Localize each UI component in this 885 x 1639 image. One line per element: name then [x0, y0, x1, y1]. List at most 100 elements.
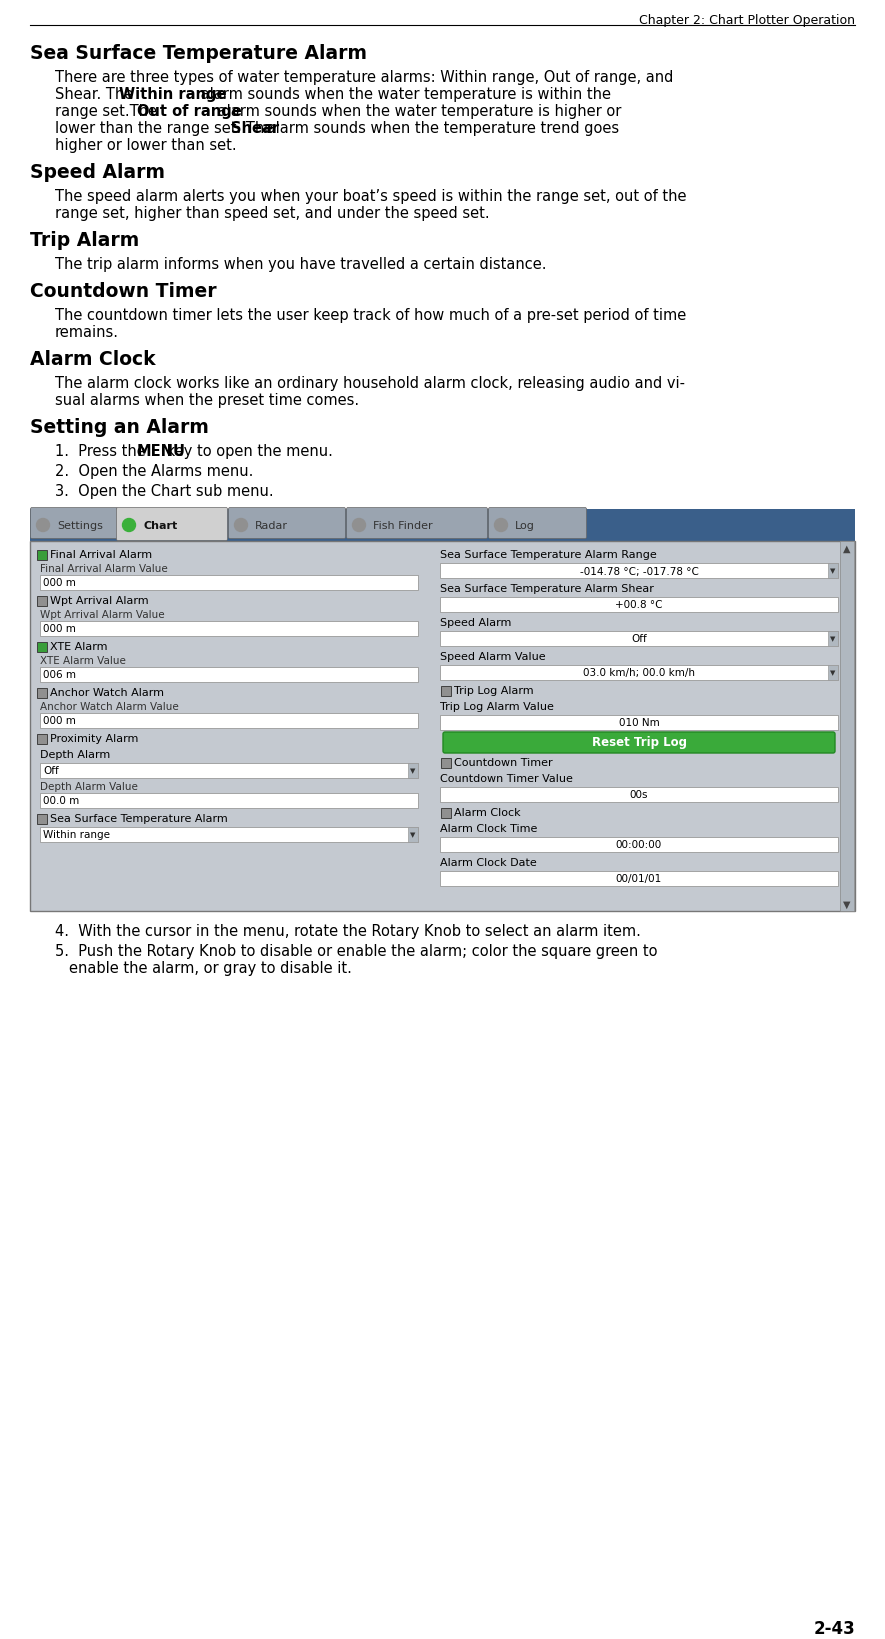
- Text: sual alarms when the preset time comes.: sual alarms when the preset time comes.: [55, 393, 359, 408]
- Text: Chart: Chart: [143, 521, 177, 531]
- Text: alarm sounds when the temperature trend goes: alarm sounds when the temperature trend …: [262, 121, 620, 136]
- Text: 000 m: 000 m: [43, 716, 76, 726]
- Text: Trip Log Alarm: Trip Log Alarm: [454, 685, 534, 695]
- Text: 010 Nm: 010 Nm: [619, 718, 659, 728]
- Bar: [408, 828, 418, 842]
- Bar: [840, 541, 854, 911]
- Text: 2.  Open the Alarms menu.: 2. Open the Alarms menu.: [55, 464, 253, 479]
- Text: 5.  Push the Rotary Knob to disable or enable the alarm; color the square green : 5. Push the Rotary Knob to disable or en…: [55, 944, 658, 959]
- Text: Sea Surface Temperature Alarm: Sea Surface Temperature Alarm: [50, 813, 227, 823]
- Text: Off: Off: [43, 765, 58, 775]
- Bar: [828, 631, 838, 647]
- Text: ▼: ▼: [830, 670, 835, 675]
- Text: Final Arrival Alarm Value: Final Arrival Alarm Value: [40, 564, 168, 574]
- FancyBboxPatch shape: [117, 508, 227, 541]
- Text: Fish Finder: Fish Finder: [373, 521, 433, 531]
- Bar: [441, 808, 451, 818]
- Text: There are three types of water temperature alarms: Within range, Out of range, a: There are three types of water temperatu…: [55, 70, 673, 85]
- Text: remains.: remains.: [55, 325, 119, 339]
- FancyBboxPatch shape: [40, 793, 418, 808]
- Text: XTE Alarm Value: XTE Alarm Value: [40, 656, 126, 665]
- FancyBboxPatch shape: [30, 508, 118, 539]
- Text: Wpt Arrival Alarm: Wpt Arrival Alarm: [50, 595, 149, 606]
- Text: Depth Alarm: Depth Alarm: [40, 749, 111, 759]
- Text: Anchor Watch Alarm Value: Anchor Watch Alarm Value: [40, 701, 179, 711]
- Text: Alarm Clock: Alarm Clock: [454, 808, 520, 818]
- Text: ▲: ▲: [843, 544, 850, 554]
- Bar: [828, 665, 838, 680]
- Circle shape: [235, 520, 248, 533]
- FancyBboxPatch shape: [40, 667, 418, 682]
- Text: Sea Surface Temperature Alarm Range: Sea Surface Temperature Alarm Range: [440, 549, 657, 559]
- FancyBboxPatch shape: [440, 665, 838, 680]
- FancyBboxPatch shape: [40, 764, 418, 779]
- Text: Within range: Within range: [119, 87, 227, 102]
- Text: Settings: Settings: [57, 521, 103, 531]
- Text: 006 m: 006 m: [43, 670, 76, 680]
- Text: Alarm Clock Time: Alarm Clock Time: [440, 823, 537, 834]
- FancyBboxPatch shape: [440, 564, 838, 579]
- FancyBboxPatch shape: [228, 508, 345, 539]
- Text: Speed Alarm: Speed Alarm: [30, 162, 165, 182]
- FancyBboxPatch shape: [489, 508, 587, 539]
- Text: ▼: ▼: [843, 900, 850, 910]
- Bar: [441, 759, 451, 769]
- Text: 000 m: 000 m: [43, 579, 76, 588]
- Text: alarm sounds when the water temperature is within the: alarm sounds when the water temperature …: [196, 87, 611, 102]
- Text: Reset Trip Log: Reset Trip Log: [591, 736, 687, 749]
- Text: XTE Alarm: XTE Alarm: [50, 641, 107, 652]
- Text: +00.8 °C: +00.8 °C: [615, 600, 663, 610]
- Text: ▼: ▼: [411, 769, 416, 774]
- Text: 3.  Open the Chart sub menu.: 3. Open the Chart sub menu.: [55, 484, 273, 498]
- Text: range set, higher than speed set, and under the speed set.: range set, higher than speed set, and un…: [55, 207, 489, 221]
- Text: 00.0 m: 00.0 m: [43, 797, 80, 806]
- Text: Countdown Timer: Countdown Timer: [30, 282, 217, 302]
- FancyBboxPatch shape: [440, 838, 838, 852]
- FancyBboxPatch shape: [443, 733, 835, 754]
- Text: Sea Surface Temperature Alarm Shear: Sea Surface Temperature Alarm Shear: [440, 583, 654, 593]
- Text: alarm sounds when the water temperature is higher or: alarm sounds when the water temperature …: [213, 103, 621, 120]
- Text: Setting an Alarm: Setting an Alarm: [30, 418, 209, 436]
- Text: Countdown Timer: Countdown Timer: [454, 757, 552, 767]
- Text: Off: Off: [631, 634, 647, 644]
- Text: Depth Alarm Value: Depth Alarm Value: [40, 782, 138, 792]
- FancyBboxPatch shape: [347, 508, 488, 539]
- Circle shape: [495, 520, 507, 533]
- Text: Speed Alarm: Speed Alarm: [440, 618, 512, 628]
- Text: Out of range: Out of range: [137, 103, 242, 120]
- Text: range set.The: range set.The: [55, 103, 162, 120]
- Text: The countdown timer lets the user keep track of how much of a pre-set period of : The countdown timer lets the user keep t…: [55, 308, 686, 323]
- Text: Trip Alarm: Trip Alarm: [30, 231, 139, 249]
- Text: -014.78 °C; -017.78 °C: -014.78 °C; -017.78 °C: [580, 565, 698, 577]
- Text: Anchor Watch Alarm: Anchor Watch Alarm: [50, 688, 164, 698]
- Circle shape: [352, 520, 366, 533]
- FancyBboxPatch shape: [40, 828, 418, 842]
- Text: Chapter 2: Chart Plotter Operation: Chapter 2: Chart Plotter Operation: [639, 15, 855, 26]
- Text: higher or lower than set.: higher or lower than set.: [55, 138, 236, 152]
- Text: Alarm Clock: Alarm Clock: [30, 349, 156, 369]
- Text: Proximity Alarm: Proximity Alarm: [50, 734, 138, 744]
- Text: Log: Log: [515, 521, 535, 531]
- Text: Countdown Timer Value: Countdown Timer Value: [440, 774, 573, 783]
- FancyBboxPatch shape: [40, 575, 418, 590]
- Bar: [37, 597, 47, 606]
- Text: The speed alarm alerts you when your boat’s speed is within the range set, out o: The speed alarm alerts you when your boa…: [55, 188, 687, 203]
- FancyBboxPatch shape: [440, 872, 838, 887]
- Text: Sea Surface Temperature Alarm: Sea Surface Temperature Alarm: [30, 44, 367, 62]
- Text: key to open the menu.: key to open the menu.: [162, 444, 333, 459]
- Text: The trip alarm informs when you have travelled a certain distance.: The trip alarm informs when you have tra…: [55, 257, 547, 272]
- Circle shape: [36, 520, 50, 533]
- Text: Wpt Arrival Alarm Value: Wpt Arrival Alarm Value: [40, 610, 165, 620]
- Text: ▼: ▼: [411, 833, 416, 838]
- Text: Within range: Within range: [43, 829, 110, 839]
- Text: 2-43: 2-43: [813, 1619, 855, 1637]
- Text: MENU: MENU: [137, 444, 186, 459]
- Text: 00:00:00: 00:00:00: [616, 839, 662, 851]
- Text: 00s: 00s: [630, 790, 648, 800]
- Bar: [408, 764, 418, 779]
- FancyBboxPatch shape: [440, 598, 838, 613]
- Text: Shear. The: Shear. The: [55, 87, 138, 102]
- Text: 000 m: 000 m: [43, 624, 76, 634]
- Text: Speed Alarm Value: Speed Alarm Value: [440, 652, 546, 662]
- Bar: [37, 688, 47, 698]
